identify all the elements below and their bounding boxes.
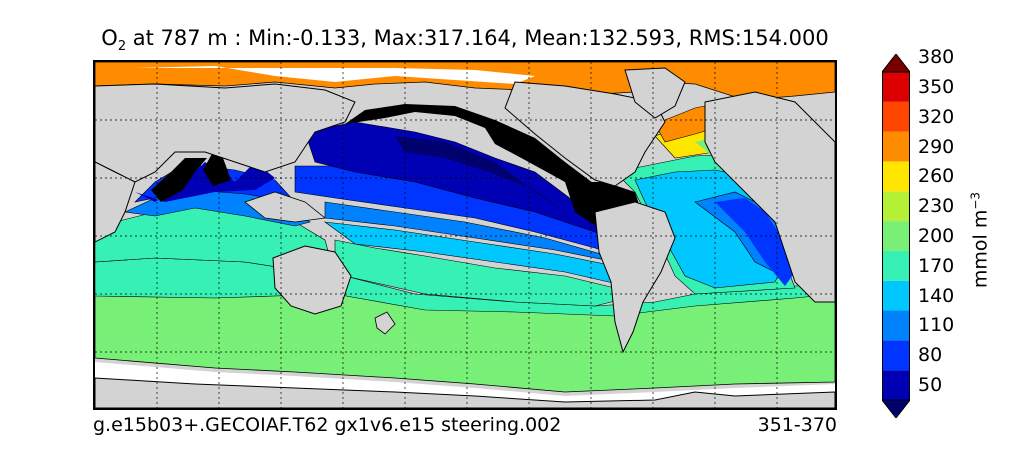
colorbar-tick-label: 320 bbox=[918, 105, 955, 128]
colorbar bbox=[882, 54, 910, 418]
colorbar-extend-high bbox=[882, 54, 910, 73]
title-subscript: 2 bbox=[117, 39, 127, 55]
colorbar-tick-label: 110 bbox=[918, 314, 955, 337]
map-canvas bbox=[95, 62, 835, 408]
colorbar-tick-label: 350 bbox=[918, 75, 955, 98]
colorbar-tick-label: 80 bbox=[918, 344, 943, 367]
year-range: 351-370 bbox=[757, 414, 837, 436]
map-gridlines bbox=[95, 62, 835, 408]
colorbar-extend-low bbox=[882, 399, 910, 418]
colorbar-band bbox=[882, 280, 910, 311]
colorbar-tick-label: 380 bbox=[918, 46, 955, 69]
colorbar-tick-label: 50 bbox=[918, 374, 943, 397]
colorbar-band bbox=[882, 191, 910, 222]
south-america bbox=[594, 201, 676, 354]
colorbar-tick-label: 230 bbox=[918, 195, 955, 218]
colorbar-band bbox=[882, 310, 910, 341]
title-variable: O bbox=[101, 26, 118, 50]
greenland bbox=[624, 67, 686, 119]
colorbar-band bbox=[882, 131, 910, 162]
ocean-map bbox=[93, 60, 837, 410]
case-name: g.e15b03+.GECOIAF.T62 gx1v6.e15 steering… bbox=[93, 414, 562, 436]
colorbar-label: mmol m−3 bbox=[968, 192, 991, 288]
atlantic-deep-blue bbox=[715, 198, 795, 286]
maritime-continent bbox=[244, 191, 326, 223]
bay-of-bengal-oxygen-min bbox=[151, 158, 207, 202]
colorbar-frame bbox=[882, 71, 910, 401]
colorbar-unit-exponent: −3 bbox=[968, 191, 983, 210]
colorbar-band bbox=[882, 161, 910, 192]
title-stats: at 787 m : Min:-0.133, Max:317.164, Mean… bbox=[126, 26, 829, 50]
colorbar-tick-label: 170 bbox=[918, 254, 955, 277]
colorbar-tick-label: 140 bbox=[918, 284, 955, 307]
colorbar-unit: mmol m bbox=[969, 209, 992, 289]
new-zealand bbox=[374, 311, 396, 335]
colorbar-band bbox=[882, 72, 910, 102]
colorbar-tick-label: 200 bbox=[918, 225, 955, 247]
colorbar-tick-label: 290 bbox=[918, 135, 955, 158]
arctic-white bbox=[135, 66, 535, 84]
bengal-oxygen-min bbox=[203, 152, 231, 186]
north-america bbox=[504, 81, 666, 187]
plot-title: O2 at 787 m : Min:-0.133, Max:317.164, M… bbox=[0, 26, 930, 54]
colorbar-band bbox=[882, 101, 910, 132]
colorbar-tick-label: 260 bbox=[918, 165, 955, 188]
europe-africa bbox=[704, 91, 835, 303]
colorbar-band bbox=[882, 340, 910, 371]
colorbar-band bbox=[882, 221, 910, 251]
colorbar-band bbox=[882, 370, 910, 400]
north-pacific-navy bbox=[395, 136, 565, 212]
antarctica bbox=[95, 377, 835, 408]
africa-west bbox=[95, 161, 136, 243]
colorbar-band bbox=[882, 250, 910, 281]
